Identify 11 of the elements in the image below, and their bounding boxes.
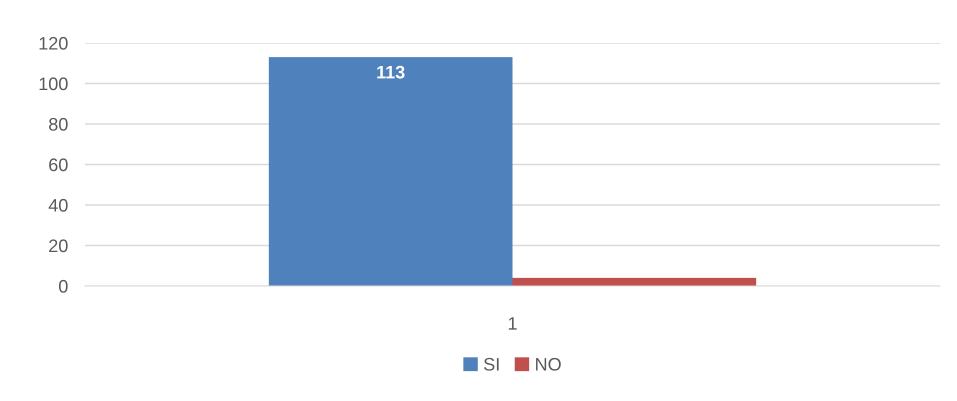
x-tick-label: 1 [508, 317, 517, 330]
y-tick-label: 60 [49, 158, 68, 172]
y-tick-label: 80 [49, 118, 68, 131]
y-tick-label: 20 [49, 239, 68, 252]
y-tick-label: 100 [40, 77, 68, 90]
legend-label: NO [536, 358, 561, 371]
y-tick-label: 120 [40, 36, 68, 50]
legend-label: SI [484, 358, 499, 371]
y-tick-label: 40 [48, 198, 68, 212]
data-label: 113 [377, 66, 405, 79]
y-tick-label: 0 [59, 280, 68, 293]
